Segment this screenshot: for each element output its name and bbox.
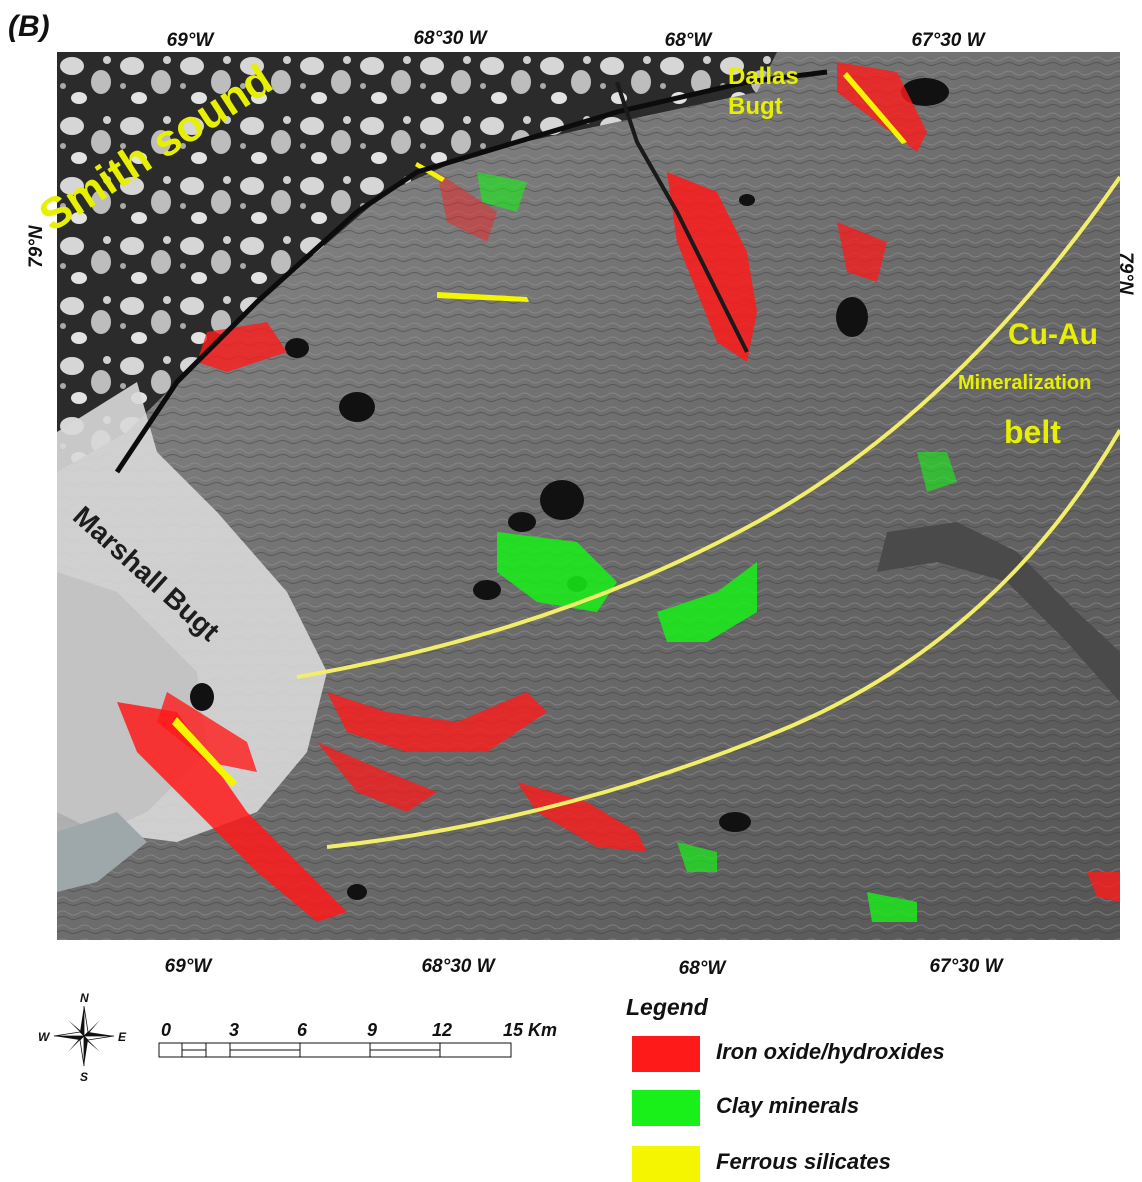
scale-tick-9: 9: [366, 1020, 378, 1040]
legend-label-ferrous: Ferrous silicates: [716, 1149, 891, 1174]
compass-rose-icon: N S E W: [38, 991, 127, 1082]
latitude-left: 79°N: [26, 225, 47, 268]
satellite-map: [57, 52, 1120, 940]
bottom-longitude-68w: 68°W: [678, 958, 726, 979]
scale-bar: [158, 1042, 512, 1058]
mineralization-label: Mineralization: [958, 372, 1092, 394]
legend-label-clay: Clay minerals: [716, 1093, 860, 1118]
belt-boundary-lower: [326, 428, 1120, 849]
bottom-longitude-67-30w: 67°30 W: [929, 956, 1003, 977]
cu-au-label: Cu-Au: [1008, 318, 1098, 351]
scale-tick-12: 12: [431, 1020, 453, 1040]
top-longitude-68w: 68°W: [664, 30, 712, 51]
dallas-label: Dallas: [728, 63, 799, 90]
panel-label: (B): [8, 10, 50, 43]
top-longitude-68-30w: 68°30 W: [413, 28, 487, 49]
compass-w: W: [38, 1030, 51, 1044]
scale-tick-6: 6: [296, 1020, 308, 1040]
scale-tick-0: 0: [160, 1020, 172, 1040]
compass-e: E: [118, 1030, 127, 1044]
legend-label-iron: Iron oxide/hydroxides: [716, 1039, 945, 1064]
bugt-label: Bugt: [728, 93, 783, 120]
legend-swatch-clay: [632, 1090, 700, 1126]
top-longitude-67-30w: 67°30 W: [911, 30, 985, 51]
top-longitude-69w: 69°W: [166, 30, 214, 51]
compass-s: S: [80, 1070, 88, 1082]
legend-swatch-iron: [632, 1036, 700, 1072]
bottom-longitude-69w: 69°W: [164, 956, 212, 977]
scale-tick-15: 15 Km: [502, 1020, 558, 1040]
legend-title: Legend: [626, 994, 708, 1020]
bottom-longitude-68-30w: 68°30 W: [421, 956, 495, 977]
dallas-bugt-label: Dallas Bugt: [728, 62, 799, 122]
belt-boundary-upper: [296, 175, 1120, 679]
compass-n: N: [80, 991, 89, 1005]
legend-swatch-ferrous: [632, 1146, 700, 1182]
scale-tick-3: 3: [228, 1020, 240, 1040]
belt-label: belt: [1004, 414, 1061, 450]
